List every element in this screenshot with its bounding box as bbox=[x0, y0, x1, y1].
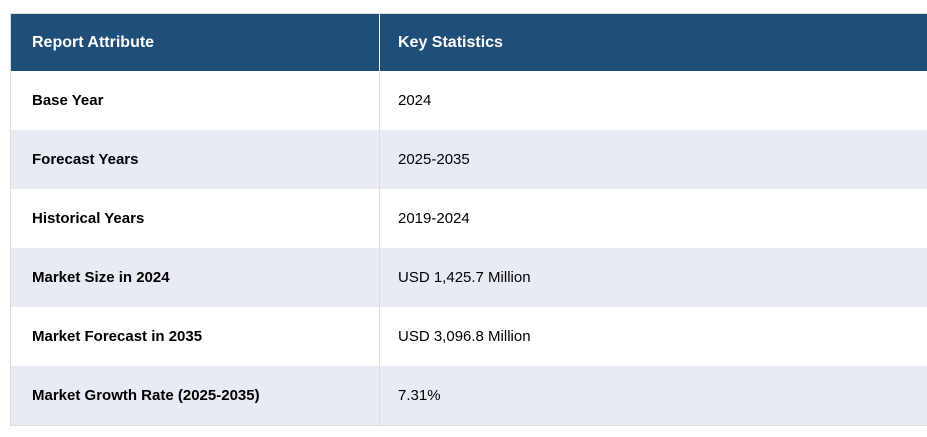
row-value: USD 3,096.8 Million bbox=[379, 307, 927, 366]
table-row-market-forecast-2035: Market Forecast in 2035 USD 3,096.8 Mill… bbox=[11, 307, 927, 366]
table-row-market-size-2024: Market Size in 2024 USD 1,425.7 Million bbox=[11, 248, 927, 307]
table-row-forecast-years: Forecast Years 2025-2035 bbox=[11, 130, 927, 189]
row-attribute: Forecast Years bbox=[32, 151, 139, 168]
key-statistics-table: Report Attribute Key Statistics Base Yea… bbox=[10, 13, 927, 426]
row-attribute: Base Year bbox=[32, 92, 104, 109]
table-row-market-growth-rate: Market Growth Rate (2025-2035) 7.31% bbox=[11, 366, 927, 425]
row-value: USD 1,425.7 Million bbox=[379, 248, 927, 307]
row-value: 2019-2024 bbox=[379, 189, 927, 248]
row-attribute: Historical Years bbox=[32, 210, 145, 227]
table-row-historical-years: Historical Years 2019-2024 bbox=[11, 189, 927, 248]
column-header-key-statistics: Key Statistics bbox=[379, 14, 927, 71]
row-attribute: Market Size in 2024 bbox=[32, 269, 170, 286]
row-value: 7.31% bbox=[379, 366, 927, 425]
table-header-row: Report Attribute Key Statistics bbox=[11, 14, 927, 71]
row-attribute: Market Growth Rate (2025-2035) bbox=[32, 387, 260, 404]
column-header-report-attribute: Report Attribute bbox=[32, 33, 155, 51]
row-value: 2024 bbox=[379, 71, 927, 130]
table-row-base-year: Base Year 2024 bbox=[11, 71, 927, 130]
row-value: 2025-2035 bbox=[379, 130, 927, 189]
row-attribute: Market Forecast in 2035 bbox=[32, 328, 203, 345]
